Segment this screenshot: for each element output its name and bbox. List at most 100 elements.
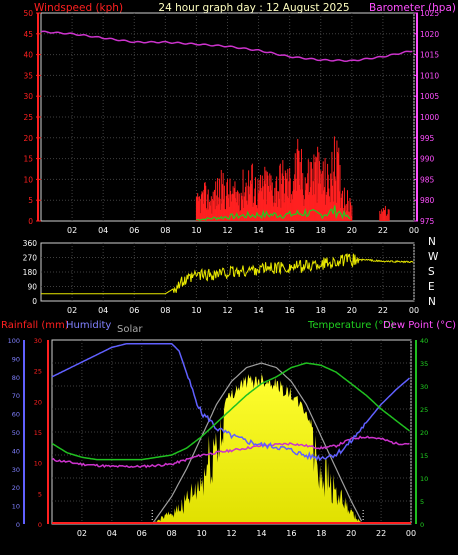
- baro-y-tick: 980: [420, 196, 435, 205]
- rain-y-tick: 25: [34, 368, 42, 376]
- humidity-axis-title: Humidity: [66, 320, 111, 331]
- baro-y-tick: 995: [420, 134, 435, 143]
- humidity-y-tick: 10: [12, 503, 20, 511]
- wind-y-tick: 20: [23, 134, 33, 143]
- wind-y-tick: 25: [23, 113, 33, 122]
- temp-y-tick: 20: [420, 429, 428, 437]
- winddir-compass-label: S: [428, 266, 435, 278]
- winddir-x-tick: 18: [316, 306, 326, 315]
- winddir-y-tick: 90: [27, 283, 37, 292]
- rain-axis-title: Rainfall (mm): [1, 320, 69, 331]
- winddir-x-tick: 06: [129, 306, 139, 315]
- wind-y-tick: 40: [23, 51, 33, 60]
- wind-y-tick: 45: [23, 30, 33, 39]
- humidity-y-tick: 40: [12, 447, 20, 455]
- temp-x-tick: 22: [376, 529, 386, 538]
- winddir-y-tick: 270: [23, 254, 38, 263]
- wind-x-tick: 04: [98, 226, 108, 235]
- winddir-x-tick: 14: [253, 306, 263, 315]
- temp-x-tick: 18: [316, 529, 326, 538]
- temp-axis-title: Temperature (°C): [307, 320, 394, 331]
- baro-y-tick: 1025: [420, 9, 439, 18]
- temp-y-tick: 35: [420, 360, 428, 368]
- winddir-x-tick: 22: [378, 306, 388, 315]
- baro-y-tick: 1000: [420, 113, 439, 122]
- baro-y-tick: 1015: [420, 51, 439, 60]
- humidity-line: [51, 342, 410, 462]
- temp-x-tick: 06: [137, 529, 147, 538]
- temp-humidity-solar-panel: 0102030405060708090100051015202530051015…: [8, 337, 429, 538]
- chart-title: 24 hour graph day : 12 August 2025: [158, 2, 349, 14]
- winddir-x-tick: 12: [222, 306, 232, 315]
- wind-x-tick: 06: [129, 226, 139, 235]
- temp-x-tick: 16: [286, 529, 296, 538]
- temp-y-tick: 5: [420, 498, 424, 506]
- temp-y-tick: 25: [420, 406, 428, 414]
- winddir-x-tick: 04: [98, 306, 108, 315]
- winddir-x-tick: 00: [409, 306, 419, 315]
- humidity-y-tick: 80: [12, 374, 20, 382]
- wind-baro-panel: 0510152025303540455097598098599099510001…: [23, 9, 439, 235]
- baro-y-tick: 1005: [420, 92, 439, 101]
- humidity-y-tick: 100: [8, 337, 20, 345]
- temp-x-tick: 10: [196, 529, 206, 538]
- wind-y-tick: 30: [23, 92, 33, 101]
- humidity-y-tick: 0: [16, 521, 20, 529]
- wind-y-tick: 15: [23, 155, 33, 164]
- rain-y-tick: 30: [34, 337, 42, 345]
- winddir-x-tick: 16: [285, 306, 295, 315]
- rain-y-tick: 0: [38, 521, 42, 529]
- rain-y-tick: 10: [34, 460, 42, 468]
- wind-x-tick: 22: [378, 226, 388, 235]
- winddir-y-tick: 0: [32, 297, 37, 306]
- wind-y-tick: 35: [23, 71, 33, 80]
- solar-title: Solar: [117, 324, 143, 335]
- baro-y-tick: 975: [420, 217, 435, 226]
- wind-axis-title: Windspeed (kph): [34, 2, 123, 14]
- baro-y-tick: 1020: [420, 30, 439, 39]
- temp-x-tick: 08: [167, 529, 177, 538]
- rain-y-tick: 15: [34, 429, 42, 437]
- rain-y-tick: 20: [34, 398, 42, 406]
- wind-y-tick: 5: [28, 196, 33, 205]
- wind-x-tick: 02: [67, 226, 77, 235]
- solar-theoretical-line: [151, 362, 363, 525]
- temp-x-tick: 00: [406, 529, 416, 538]
- solar-area: [152, 373, 364, 524]
- winddir-y-tick: 360: [23, 239, 38, 248]
- wind-y-tick: 0: [28, 217, 33, 226]
- temperature-line: [51, 362, 410, 461]
- temp-y-tick: 40: [420, 337, 428, 345]
- humidity-y-tick: 20: [12, 484, 20, 492]
- wind-x-tick: 00: [409, 226, 419, 235]
- temp-x-tick: 02: [77, 529, 87, 538]
- winddir-y-tick: 180: [23, 268, 38, 277]
- wind-x-tick: 08: [160, 226, 170, 235]
- winddir-compass-label: N: [428, 296, 436, 308]
- barometer-line: [40, 30, 413, 63]
- winddir-x-tick: 02: [67, 306, 77, 315]
- rain-y-tick: 5: [38, 490, 42, 498]
- humidity-y-tick: 60: [12, 411, 20, 419]
- wind-x-tick: 14: [253, 226, 263, 235]
- winddir-x-tick: 08: [160, 306, 170, 315]
- winddir-compass-label: E: [428, 281, 435, 293]
- baro-y-tick: 985: [420, 175, 435, 184]
- winddir-x-tick: 20: [347, 306, 357, 315]
- wind-x-tick: 20: [347, 226, 357, 235]
- temp-x-tick: 04: [107, 529, 117, 538]
- humidity-y-tick: 30: [12, 466, 20, 474]
- winddir-x-tick: 10: [191, 306, 201, 315]
- temp-x-tick: 12: [226, 529, 236, 538]
- wind-direction-line: [41, 252, 414, 295]
- wind-x-tick: 16: [285, 226, 295, 235]
- temp-x-tick: 14: [256, 529, 266, 538]
- temp-y-tick: 15: [420, 452, 428, 460]
- temp-y-tick: 10: [420, 475, 428, 483]
- wind-x-tick: 18: [316, 226, 326, 235]
- baro-axis-title: Barometer (hpa): [369, 2, 456, 14]
- humidity-y-tick: 50: [12, 429, 20, 437]
- winddir-compass-label: N: [428, 236, 436, 248]
